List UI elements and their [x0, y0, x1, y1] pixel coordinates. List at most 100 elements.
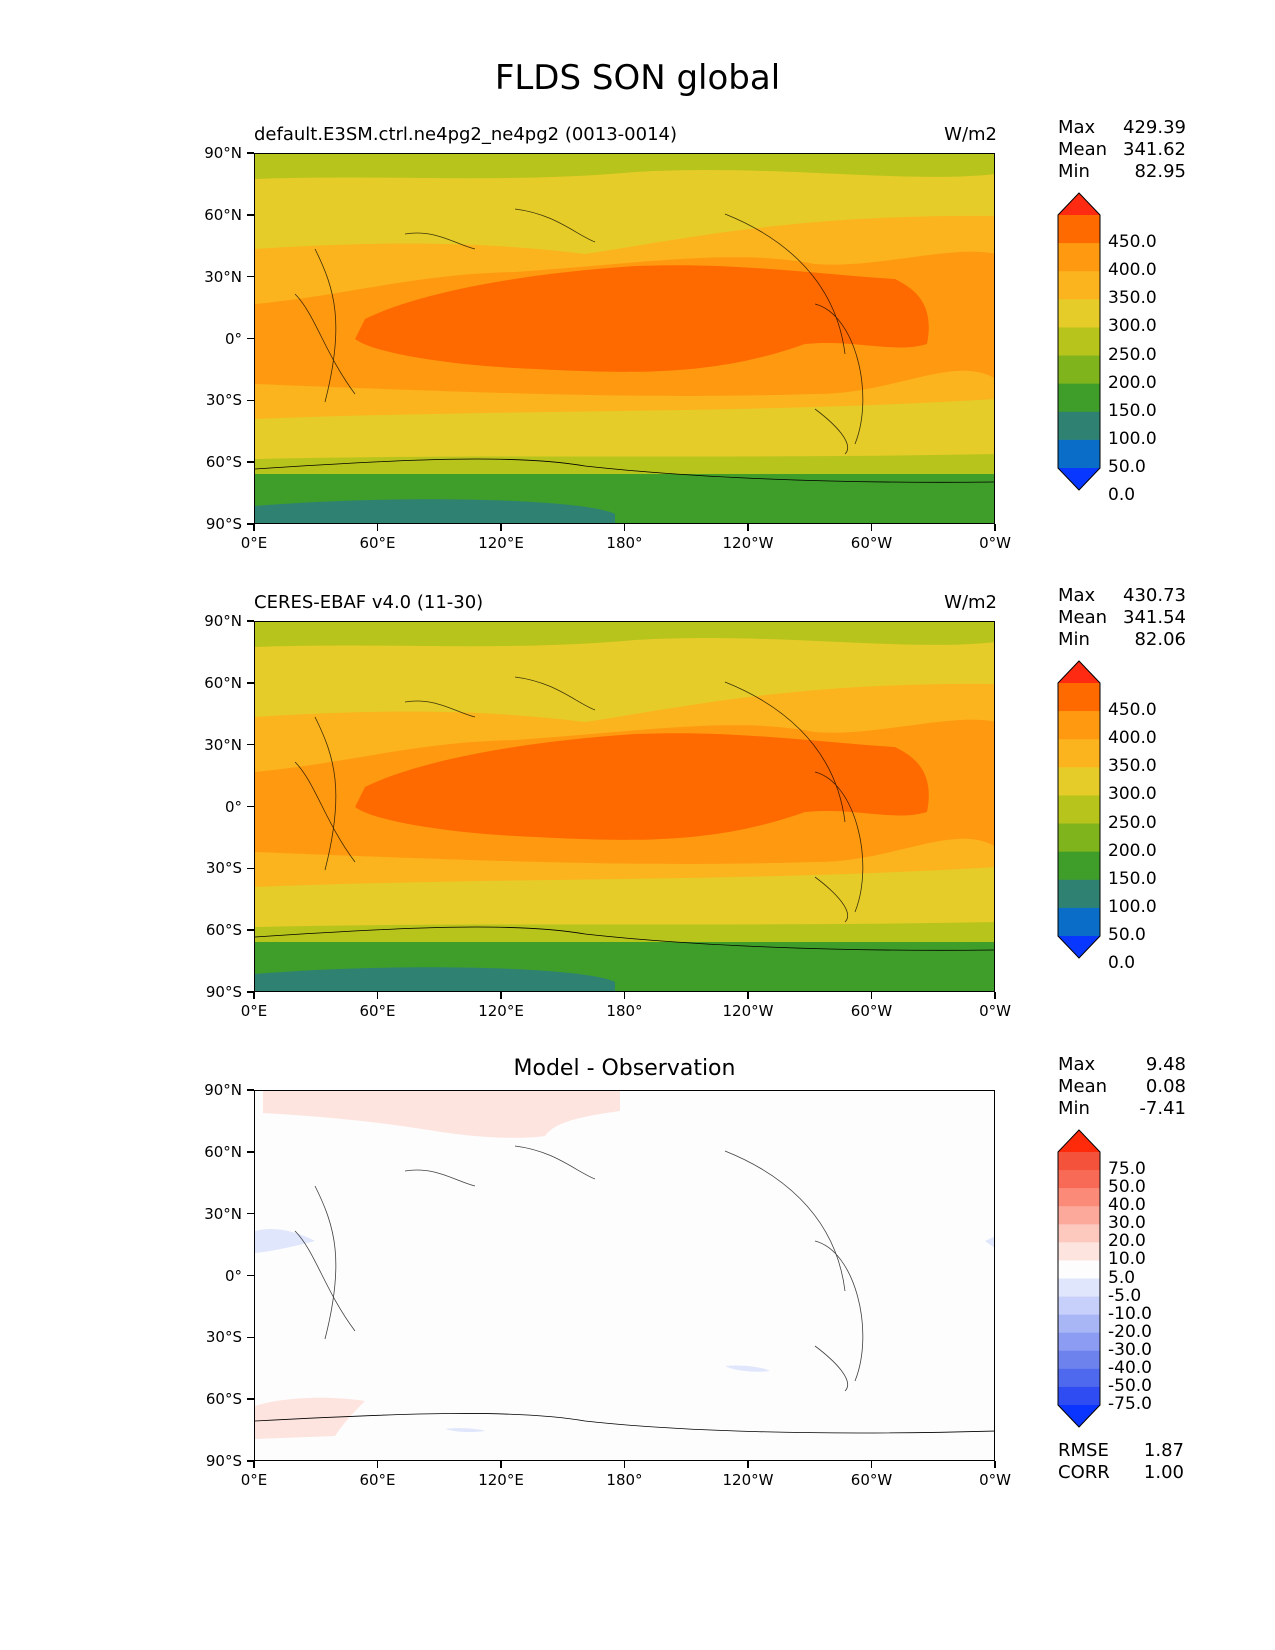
- colorbar-label: 450.0: [1108, 232, 1157, 253]
- colorbar-segment: [1058, 243, 1100, 272]
- stat-value: 429.39: [1123, 117, 1186, 138]
- x-tick-label: 0°E: [240, 1002, 268, 1020]
- y-tick-label: 60°S: [205, 1390, 242, 1409]
- colorbar-segment: [1058, 327, 1100, 357]
- y-tick-label: 30°N: [204, 735, 242, 754]
- colorbar-label: 30.0: [1108, 1213, 1146, 1234]
- x-tick-mark: [253, 992, 255, 999]
- x-tick-label: 0°E: [240, 1471, 268, 1489]
- colorbar-segment: [1058, 383, 1100, 413]
- colorbar-label: -30.0: [1108, 1339, 1152, 1360]
- x-tick-mark: [623, 1461, 626, 1468]
- colorbar-label: 0.0: [1108, 953, 1136, 974]
- figure-title: FLDS SON global: [494, 58, 781, 98]
- x-tick-label: 180°: [606, 1002, 643, 1020]
- stat-row: Max 430.73: [1058, 585, 1186, 607]
- colorbar-label: 200.0: [1108, 840, 1157, 861]
- colorbar-label: 250.0: [1108, 812, 1157, 833]
- colorbar-label: 50.0: [1108, 925, 1146, 945]
- x-tick-label: 120°E: [478, 534, 524, 552]
- stat-row: Max 429.39: [1058, 117, 1186, 139]
- stat-row: Max 9.48: [1058, 1054, 1186, 1076]
- stat-value: 82.06: [1134, 629, 1186, 650]
- colorbar-label: 350.0: [1108, 288, 1157, 309]
- colorbar-segment: [1058, 879, 1100, 909]
- x-tick-label: 60°W: [850, 534, 893, 552]
- y-tick-label: 30°S: [205, 1328, 242, 1347]
- colorbar: [1057, 192, 1101, 491]
- stat-row: Min -7.41: [1058, 1098, 1186, 1120]
- y-tick-label: 90°S: [205, 515, 242, 533]
- colorbar-label: 50.0: [1108, 1177, 1146, 1198]
- x-tick-mark: [747, 1461, 749, 1468]
- colorbar-segment: [1058, 1278, 1100, 1298]
- metric-row: CORR 1.00: [1058, 1462, 1184, 1484]
- colorbar-label: -5.0: [1108, 1285, 1142, 1306]
- x-tick-mark: [870, 992, 873, 999]
- y-tick-mark: [247, 1460, 254, 1462]
- colorbar-segment: [1058, 739, 1100, 768]
- colorbar-label: 300.0: [1108, 784, 1157, 805]
- metric-label: CORR: [1058, 1462, 1110, 1483]
- colorbar-label: 200.0: [1108, 372, 1157, 393]
- panel2-left-title: CERES-EBAF v4.0 (11-30): [254, 592, 484, 613]
- y-tick-label: 30°N: [204, 267, 242, 286]
- colorbar-segment: [1058, 1224, 1100, 1243]
- x-tick-mark: [623, 992, 626, 999]
- x-tick-label: 60°W: [850, 1471, 893, 1489]
- colorbar-label: 40.0: [1108, 1195, 1146, 1216]
- x-tick-mark: [623, 524, 626, 531]
- y-tick-label: 60°N: [204, 673, 242, 692]
- colorbar-segment: [1058, 1242, 1100, 1261]
- stat-label: Mean: [1058, 1076, 1108, 1097]
- x-tick-label: 60°W: [850, 1002, 893, 1020]
- x-tick-mark: [253, 524, 255, 531]
- panel1-stats: Max 429.39 Mean 341.62 Min 82.95: [1058, 117, 1186, 183]
- stat-value: 9.48: [1145, 1054, 1186, 1075]
- y-tick-mark: [247, 682, 254, 684]
- colorbar-extend-min: [1058, 468, 1100, 490]
- y-tick-mark: [247, 1274, 254, 1277]
- metric-label: RMSE: [1058, 1440, 1109, 1461]
- stat-label: Min: [1058, 1098, 1090, 1119]
- y-tick-mark: [247, 1398, 254, 1400]
- colorbar-segment: [1058, 711, 1100, 740]
- colorbar-segment: [1058, 1206, 1100, 1225]
- colorbar-label: 400.0: [1108, 260, 1157, 281]
- y-tick-label: 0°: [224, 797, 242, 816]
- x-tick-mark: [500, 992, 502, 999]
- y-tick-mark: [247, 1336, 254, 1339]
- colorbar-label: 100.0: [1108, 428, 1157, 449]
- x-tick-label: 60°E: [359, 534, 396, 552]
- x-tick-mark: [500, 524, 502, 531]
- colorbar-outline: [1057, 1129, 1101, 1428]
- x-tick-mark: [747, 992, 749, 999]
- stat-row: Mean 0.08: [1058, 1076, 1186, 1098]
- x-tick-mark: [994, 992, 996, 999]
- y-tick-label: 0°: [224, 329, 242, 348]
- stat-label: Max: [1058, 117, 1096, 138]
- x-tick-mark: [376, 524, 379, 531]
- panel3-field: [255, 1091, 994, 1460]
- colorbar-label: -50.0: [1108, 1375, 1152, 1396]
- panel2-map: [254, 621, 995, 992]
- panel3-metrics: RMSE 1.87 CORR 1.00: [1058, 1440, 1184, 1484]
- x-tick-label: 120°E: [478, 1471, 524, 1489]
- colorbar-label: 250.0: [1108, 344, 1157, 365]
- x-tick-label: 180°: [606, 534, 643, 552]
- stat-row: Mean 341.54: [1058, 607, 1186, 629]
- metric-row: RMSE 1.87: [1058, 1440, 1184, 1462]
- x-tick-label: 0°W: [979, 1002, 1011, 1020]
- x-tick-mark: [994, 524, 996, 531]
- panel3-map: [254, 1090, 995, 1461]
- colorbar-segment: [1058, 795, 1100, 825]
- y-tick-mark: [247, 929, 254, 931]
- y-tick-mark: [247, 867, 254, 870]
- x-tick-label: 0°W: [979, 534, 1011, 552]
- colorbar-label: -20.0: [1108, 1321, 1152, 1342]
- y-tick-mark: [247, 1089, 254, 1091]
- y-tick-label: 60°N: [204, 1142, 242, 1161]
- colorbar-label: 0.0: [1108, 485, 1136, 506]
- colorbar-segment: [1058, 1368, 1100, 1388]
- colorbar-segment: [1058, 411, 1100, 441]
